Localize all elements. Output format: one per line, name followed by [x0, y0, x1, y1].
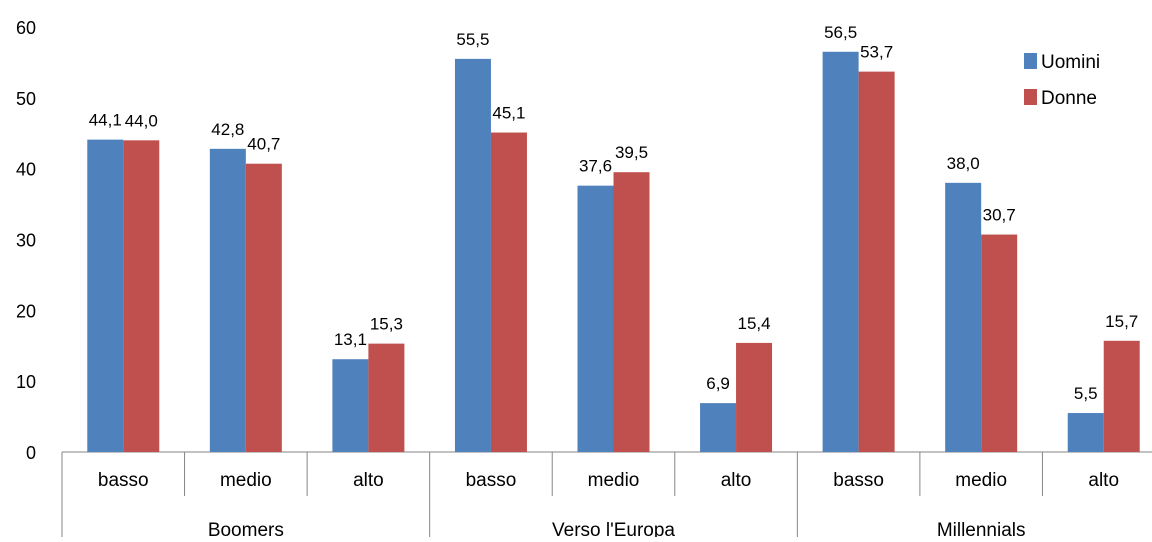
data-label-donne: 53,7 — [860, 43, 893, 62]
data-label-donne: 44,0 — [125, 111, 158, 130]
data-label-donne: 45,1 — [492, 104, 525, 123]
bar-donne — [1103, 340, 1140, 452]
category-label: basso — [466, 470, 517, 491]
group-label: Millennials — [937, 520, 1026, 537]
data-label-uomini: 44,1 — [89, 111, 122, 130]
bar-uomini — [87, 139, 124, 452]
y-tick-label: 60 — [16, 18, 36, 38]
y-tick-label: 0 — [26, 443, 36, 463]
bar-uomini — [454, 58, 491, 452]
bar-donne — [245, 163, 282, 453]
data-label-donne: 39,5 — [615, 143, 648, 162]
group-label: Verso l'Europa — [552, 520, 675, 537]
data-label-uomini: 13,1 — [334, 330, 367, 349]
data-label-uomini: 37,6 — [579, 157, 612, 176]
bar-uomini — [822, 51, 859, 453]
bar-donne — [858, 71, 895, 452]
category-label: basso — [98, 470, 149, 491]
legend-label: Uomini — [1041, 52, 1100, 73]
bar-donne — [368, 343, 405, 452]
bar-uomini — [577, 185, 614, 452]
category-label: medio — [955, 470, 1007, 491]
data-label-donne: 30,7 — [983, 206, 1016, 225]
data-label-uomini: 55,5 — [456, 30, 489, 49]
bar-uomini — [945, 182, 982, 453]
data-label-uomini: 6,9 — [706, 374, 730, 393]
y-tick-label: 40 — [16, 160, 36, 180]
legend-swatch — [1024, 89, 1037, 105]
category-label: basso — [833, 470, 884, 491]
data-label-uomini: 42,8 — [211, 120, 244, 139]
bar-uomini — [209, 148, 246, 453]
category-label: alto — [353, 470, 384, 491]
data-labels: 44,1 42,8 13,1 55,5 37,6 6,9 56,5 38,0 5,5 44,0 40… — [89, 23, 1139, 403]
bar-donne — [981, 234, 1018, 452]
y-tick-label: 10 — [16, 372, 36, 392]
group-label: Boomers — [208, 520, 284, 537]
bar-donne — [490, 132, 527, 452]
bars — [87, 51, 1140, 453]
data-label-uomini: 5,5 — [1074, 384, 1098, 403]
bar-uomini — [700, 403, 737, 452]
category-label: medio — [220, 470, 272, 491]
category-label: medio — [588, 470, 640, 491]
legend-swatch — [1024, 53, 1037, 69]
data-label-uomini: 56,5 — [824, 23, 857, 42]
bar-donne — [123, 140, 160, 453]
legend: Uomini Donne — [1024, 52, 1100, 109]
bar-uomini — [332, 359, 369, 452]
data-label-donne: 15,4 — [738, 314, 771, 333]
category-label: alto — [721, 470, 752, 491]
data-label-uomini: 38,0 — [947, 154, 980, 173]
data-label-donne: 15,3 — [370, 315, 403, 334]
bar-donne — [736, 342, 773, 452]
y-tick-label: 50 — [16, 89, 36, 109]
y-tick-label: 20 — [16, 301, 36, 321]
category-label: alto — [1088, 470, 1119, 491]
legend-label: Donne — [1041, 88, 1097, 109]
bar-uomini — [1067, 413, 1104, 452]
y-tick-label: 30 — [16, 231, 36, 251]
data-label-donne: 15,7 — [1105, 312, 1138, 331]
bar-donne — [613, 172, 650, 453]
data-label-donne: 40,7 — [247, 135, 280, 154]
